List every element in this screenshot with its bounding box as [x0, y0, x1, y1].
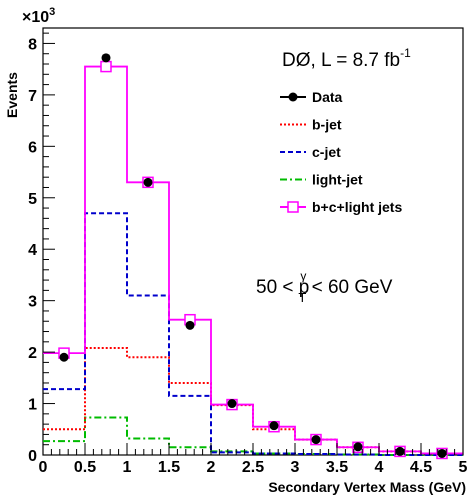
data-point [143, 177, 153, 187]
y-tick-label: 3 [28, 294, 37, 311]
plot-frame [42, 27, 464, 456]
legend-label-b-jet: b-jet [312, 117, 342, 133]
legend-label-light-jet: light-jet [312, 172, 363, 188]
x-tick-label: 0 [39, 459, 48, 476]
legend-marker-data [288, 92, 298, 102]
y-axis-label: Events [4, 72, 20, 118]
y-tick-label: 7 [28, 88, 37, 105]
legend-marker-b-c-light-jets [287, 201, 299, 213]
data-point [185, 320, 195, 330]
y-tick-label: 8 [28, 36, 37, 53]
data-point [59, 352, 69, 362]
b-c-light-jets-histogram [43, 65, 463, 455]
y-tick-label: 2 [28, 345, 37, 362]
data-point [227, 399, 237, 409]
data-point [311, 435, 321, 445]
x-tick-label: 3 [291, 459, 300, 476]
cut-label: 50 < pγ T < 60 GeV [256, 269, 393, 305]
y-multiplier: ×103 [22, 6, 55, 26]
x-tick-label: 2 [207, 459, 216, 476]
data-point [395, 446, 405, 456]
x-tick-label: 2.5 [242, 459, 264, 476]
b-c-light-jets-marker [100, 60, 112, 73]
legend: Data b-jet c-jet light-jet b+c+light jets [280, 89, 402, 215]
legend-label-data: Data [312, 89, 343, 105]
y-tick-label: 5 [28, 191, 37, 208]
legend-label-c-jet: c-jet [312, 144, 341, 160]
x-tick-label: 4 [375, 459, 384, 476]
legend-label-b-c-light-jets: b+c+light jets [312, 199, 402, 215]
y-tick-label: 0 [28, 448, 37, 465]
x-tick-label: 4.5 [410, 459, 432, 476]
x-tick-label: 1.5 [158, 459, 180, 476]
y-tick-label: 1 [28, 397, 37, 414]
experiment-label: DØ, L = 8.7 fb-1 [282, 46, 411, 71]
y-tick-label: 4 [28, 242, 37, 259]
data-point [269, 421, 279, 431]
y-tick-label: 6 [28, 139, 37, 156]
b-jet-histogram [43, 346, 463, 455]
data-point [437, 448, 447, 458]
x-tick-label: 5 [459, 459, 468, 476]
data-point [353, 442, 363, 452]
x-tick-label: 1 [123, 459, 132, 476]
x-axis-label: Secondary Vertex Mass (GeV) [268, 479, 466, 495]
x-tick-label: 0.5 [74, 459, 96, 476]
data-point [101, 53, 111, 63]
x-tick-label: 3.5 [326, 459, 348, 476]
